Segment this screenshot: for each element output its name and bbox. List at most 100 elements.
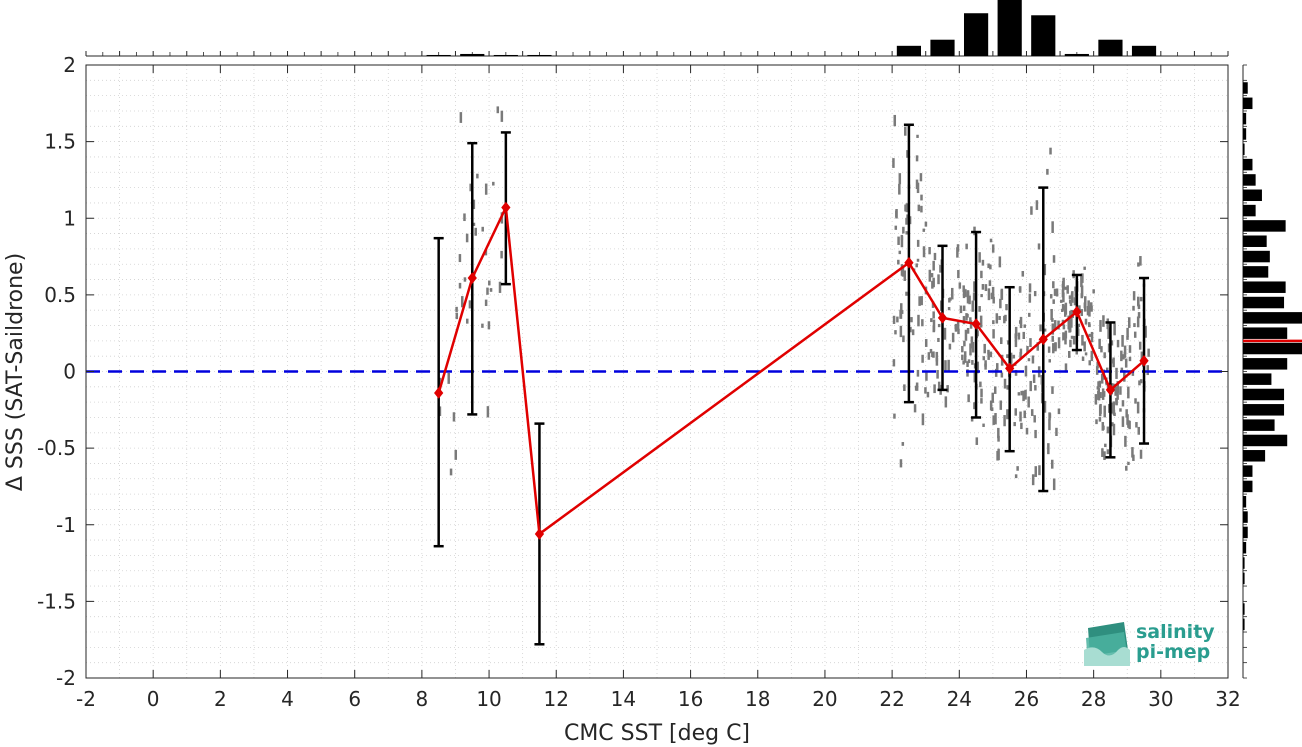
scatter-point [947, 359, 950, 371]
scatter-point [1102, 425, 1105, 430]
scatter-point [980, 270, 983, 279]
right-hist-bar [1243, 128, 1247, 140]
scatter-point [967, 359, 971, 364]
right-hist-bar [1243, 189, 1262, 202]
right-hist-bar [1243, 603, 1245, 615]
scatter-point [481, 323, 484, 328]
scatter-point [1027, 396, 1030, 408]
scatter-point [991, 286, 995, 298]
scatter-point [1095, 419, 1098, 425]
scatter-point [1121, 334, 1124, 347]
scatter-point [978, 252, 981, 263]
scatter-point [922, 246, 926, 258]
right-hist-bar [1243, 235, 1267, 247]
scatter-point [994, 368, 998, 377]
top-hist-bar [460, 53, 485, 56]
scatter-point [1137, 296, 1140, 306]
scatter-point [1138, 341, 1142, 350]
scatter-point [932, 319, 936, 332]
scatter-point [961, 346, 964, 353]
right-hist-bar [1243, 511, 1248, 523]
scatter-point [1137, 262, 1140, 267]
scatter-point [997, 427, 1000, 439]
scatter-point [487, 321, 491, 330]
scatter-point [1146, 365, 1149, 376]
right-hist-bar [1243, 143, 1245, 156]
series-layer [434, 201, 1149, 540]
y-tick-labels: 2 1.5 1 0.5 0 -0.5 -1 -1.5 -2 [37, 53, 76, 690]
scatter-point [1052, 255, 1056, 263]
y-tick-label: -1 [56, 513, 76, 537]
scatter-point [989, 400, 993, 411]
scatter-point [484, 299, 488, 307]
scatter-point [1006, 409, 1009, 420]
scatter-point [1021, 271, 1025, 277]
scatter-point [893, 114, 897, 127]
scatter-point [970, 336, 974, 349]
scatter-point [1090, 305, 1093, 312]
scatter-point [488, 280, 491, 286]
x-tick-label: 8 [416, 687, 429, 711]
scatter-point [936, 370, 939, 379]
right-hist-bar [1243, 327, 1288, 339]
scatter-point [466, 318, 469, 324]
top-hist-bar [1031, 15, 1056, 56]
top-hist-bar [493, 54, 518, 56]
scatter-point [492, 181, 495, 186]
scatter-point [937, 337, 940, 342]
scatter-point [992, 320, 995, 325]
scatter-point [975, 437, 979, 445]
scatter-point [969, 343, 972, 356]
series-marker [1038, 333, 1048, 346]
scatter-point [976, 361, 980, 374]
scatter-point [996, 450, 999, 461]
scatter-point [1115, 398, 1118, 406]
right-hist-bar [1243, 618, 1245, 631]
scatter-point [996, 363, 999, 373]
scatter-point [921, 413, 925, 426]
scatter-point [956, 247, 959, 258]
top-hist-bar [1098, 39, 1123, 56]
scatter-point [892, 158, 895, 168]
scatter-point [964, 289, 967, 297]
scatter-point [980, 388, 983, 398]
scatter-point [973, 372, 977, 383]
scatter-point [1028, 312, 1031, 317]
top-hist-bar [896, 45, 922, 56]
scatter-point [902, 226, 905, 234]
top-hist-bar [963, 13, 989, 57]
scatter-point [1111, 422, 1114, 427]
scatter-point [918, 296, 921, 306]
x-tick-label: 20 [812, 687, 837, 711]
scatter-point [500, 250, 503, 259]
scatter-point [979, 315, 983, 328]
scatter-point [976, 330, 979, 337]
scatter-point [1055, 427, 1058, 437]
scatter-point [920, 205, 923, 213]
salinity-pi-mep-logo: salinity pi-mep [1084, 621, 1215, 666]
scatter-point [962, 316, 966, 325]
scatter-point [957, 270, 960, 279]
scatter-point [469, 183, 472, 192]
right-hist-bar [1243, 174, 1256, 186]
scatter-point [1025, 427, 1029, 435]
x-tick-label: 30 [1148, 687, 1173, 711]
scatter-point [1128, 317, 1131, 328]
scatter-point [902, 335, 905, 343]
scatter-point [1039, 324, 1042, 332]
scatter-point [957, 328, 960, 335]
scatter-point [1070, 335, 1074, 339]
scatter-point [1064, 333, 1067, 345]
scatter-point [897, 259, 900, 265]
scatter-point [1090, 350, 1094, 362]
scatter-point [452, 412, 456, 422]
scatter-point [969, 320, 973, 329]
scatter-point [983, 343, 986, 354]
scatter-point [999, 400, 1003, 410]
scatter-point [935, 351, 939, 362]
scatter-point [1121, 416, 1125, 427]
series-marker [501, 201, 511, 214]
scatter-point [928, 269, 932, 282]
scatter-point [1062, 324, 1066, 330]
scatter-point [972, 292, 976, 301]
